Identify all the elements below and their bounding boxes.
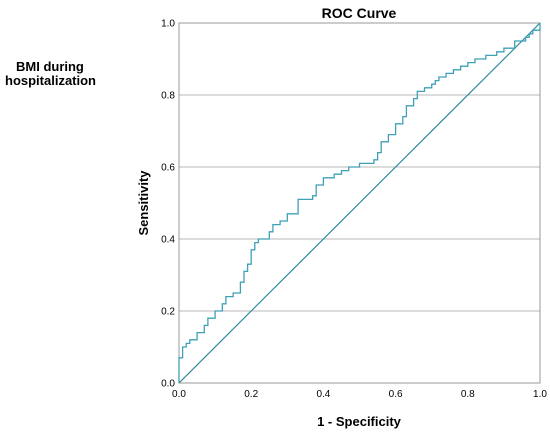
y-tick-label: 1.0: [161, 19, 175, 30]
y-tick-label: 0.2: [161, 307, 175, 318]
y-tick-label: 0.0: [161, 379, 175, 390]
x-tick-label: 0.4: [316, 389, 330, 400]
x-tick-label: 0.8: [461, 389, 475, 400]
legend-label-line1: BMI during: [16, 59, 84, 74]
x-tick-label: 0.6: [389, 389, 403, 400]
plot-frame: [178, 22, 541, 384]
y-tick-label: 0.8: [161, 91, 175, 102]
roc-curve: [178, 23, 541, 383]
y-axis-label: Sensitivity: [136, 170, 151, 236]
tick-labels: 0.0 0.2 0.4 0.6 0.8 1.0 0.0 0.2 0.4 0.6 0.8 1.0: [161, 19, 547, 401]
x-axis-label: 1 - Specificity: [317, 414, 402, 429]
reference-line: [178, 22, 541, 384]
legend-label-line2: hospitalization: [5, 73, 96, 88]
y-tick-label: 0.6: [161, 163, 175, 174]
x-tick-label: 0.0: [172, 389, 186, 400]
y-tick-label: 0.4: [161, 235, 175, 246]
chart-title: ROC Curve: [322, 5, 397, 21]
plot-area: [178, 22, 541, 384]
x-tick-label: 0.2: [244, 389, 258, 400]
x-tick-label: 1.0: [533, 389, 547, 400]
